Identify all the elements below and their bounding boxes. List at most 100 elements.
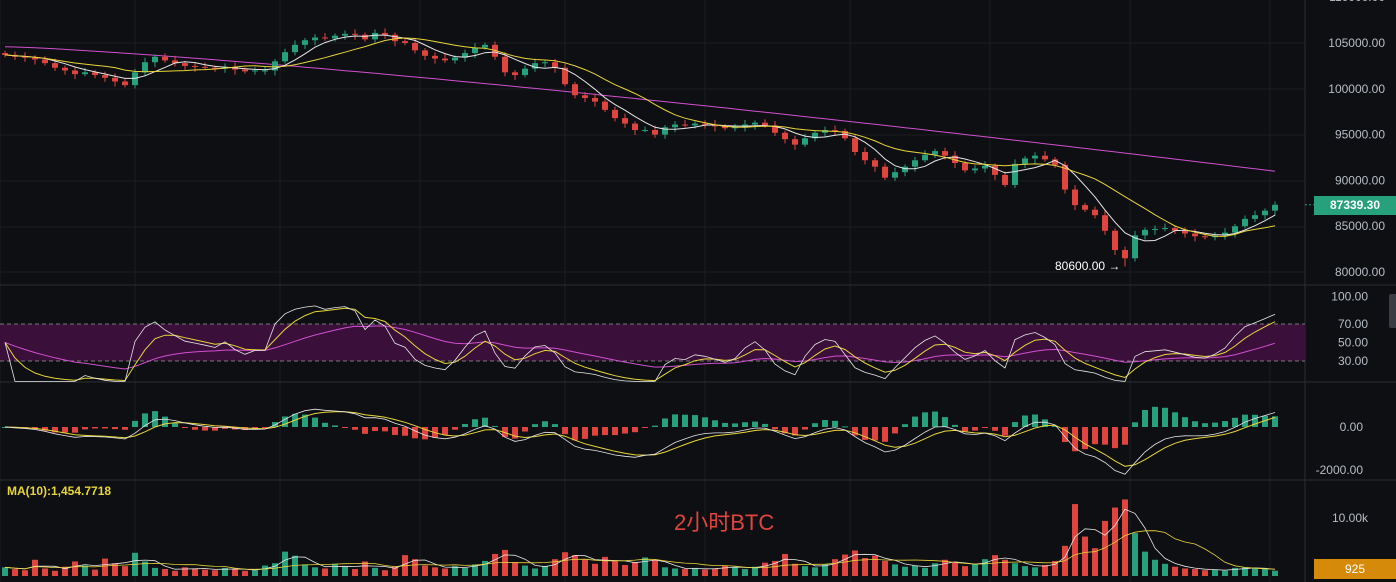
volume-bar xyxy=(282,551,288,576)
candle-body xyxy=(1012,163,1018,185)
candle-body xyxy=(762,122,768,126)
price-tick-label: 100000.00 xyxy=(1328,82,1385,96)
volume-bar xyxy=(1172,566,1178,576)
candle xyxy=(732,123,738,132)
candle xyxy=(902,164,908,177)
volume-bar xyxy=(992,555,998,576)
macd-histogram-bar xyxy=(792,427,798,436)
macd-tick-label: -2000.00 xyxy=(1316,463,1364,477)
candle-body xyxy=(312,37,318,41)
volume-bar xyxy=(1152,559,1158,576)
collapse-panel-handle[interactable] xyxy=(1389,294,1396,328)
candle-body xyxy=(322,37,328,39)
volume-bar xyxy=(982,559,988,576)
candle-body xyxy=(882,166,888,178)
macd-histogram-bar xyxy=(332,425,338,427)
macd-histogram-bar xyxy=(852,427,858,436)
candle-body xyxy=(472,47,478,54)
candle-body xyxy=(372,32,378,40)
volume-bar xyxy=(432,567,438,576)
macd-histogram-bar xyxy=(382,427,388,432)
macd-histogram-bar xyxy=(1012,422,1018,427)
macd-histogram-bar xyxy=(572,427,578,441)
candle-body xyxy=(612,109,618,119)
candle-body xyxy=(382,32,388,35)
candle xyxy=(1232,223,1238,238)
macd-histogram-bar xyxy=(1252,414,1258,427)
volume-bar xyxy=(852,550,858,576)
volume-bar xyxy=(312,567,318,576)
volume-bar xyxy=(792,563,798,576)
candle-body xyxy=(292,44,298,53)
macd-histogram-bar xyxy=(582,427,588,439)
price-tick-label: 85000.00 xyxy=(1335,219,1385,233)
macd-histogram-bar xyxy=(492,425,498,427)
macd-histogram-bar xyxy=(1022,415,1028,427)
candle-body xyxy=(552,62,558,68)
volume-bar xyxy=(272,563,278,576)
candle xyxy=(202,62,208,71)
candle-body xyxy=(1132,235,1138,259)
candle xyxy=(1072,185,1078,211)
candle-body xyxy=(572,84,578,96)
candle-body xyxy=(1032,155,1038,159)
candle xyxy=(102,71,108,82)
macd-histogram-bar xyxy=(72,427,78,433)
candle xyxy=(162,53,168,63)
candle-body xyxy=(142,62,148,73)
candle xyxy=(702,120,708,129)
volume-bar xyxy=(902,566,908,576)
volume-bar xyxy=(892,564,898,576)
candle xyxy=(832,125,838,136)
candle-body xyxy=(2,53,8,55)
volume-bar xyxy=(1082,536,1088,576)
candle xyxy=(712,120,718,132)
volume-bar xyxy=(152,567,158,576)
candle xyxy=(582,91,588,103)
macd-histogram-bar xyxy=(942,417,948,427)
candle xyxy=(682,120,688,128)
volume-bar xyxy=(1042,564,1048,576)
macd-histogram-bar xyxy=(412,427,418,439)
volume-bar xyxy=(492,553,498,576)
volume-bar xyxy=(82,565,88,576)
candle-body xyxy=(122,81,128,86)
volume-bar xyxy=(1052,560,1058,576)
macd-histogram-bar xyxy=(1042,419,1048,427)
macd-histogram-bar xyxy=(62,427,68,433)
candle-body xyxy=(682,124,688,126)
volume-bar xyxy=(952,562,958,576)
candle xyxy=(22,52,28,62)
candle xyxy=(772,120,778,136)
macd-histogram-bar xyxy=(862,427,868,440)
candle-body xyxy=(702,123,708,125)
candle xyxy=(912,156,918,172)
candle xyxy=(462,49,468,62)
volume-bar xyxy=(1162,563,1168,576)
candle xyxy=(252,67,258,75)
candle-body xyxy=(442,58,448,61)
macd-histogram-bar xyxy=(542,421,548,427)
volume-bar xyxy=(322,568,328,576)
candle xyxy=(1132,230,1138,262)
macd-histogram-bar xyxy=(362,427,368,434)
rsi-tick-label: 50.00 xyxy=(1338,336,1368,350)
candle-body xyxy=(1052,159,1058,165)
macd-histogram-bar xyxy=(992,427,998,431)
macd-histogram-bar xyxy=(1092,427,1098,445)
candle-body xyxy=(52,63,58,68)
candle-body xyxy=(1082,205,1088,210)
volume-bar xyxy=(2,567,8,576)
macd-histogram-bar xyxy=(52,427,58,433)
candle xyxy=(1272,201,1278,216)
macd-histogram-bar xyxy=(352,427,358,430)
macd-histogram-bar xyxy=(1152,406,1158,427)
macd-histogram-bar xyxy=(782,427,788,434)
ma-long-line xyxy=(4,46,1276,172)
candle-body xyxy=(852,138,858,153)
candle xyxy=(792,135,798,150)
candle xyxy=(892,167,898,181)
price-tick-label: 110000.00 xyxy=(1329,0,1385,4)
rsi-long-line xyxy=(4,325,1276,370)
